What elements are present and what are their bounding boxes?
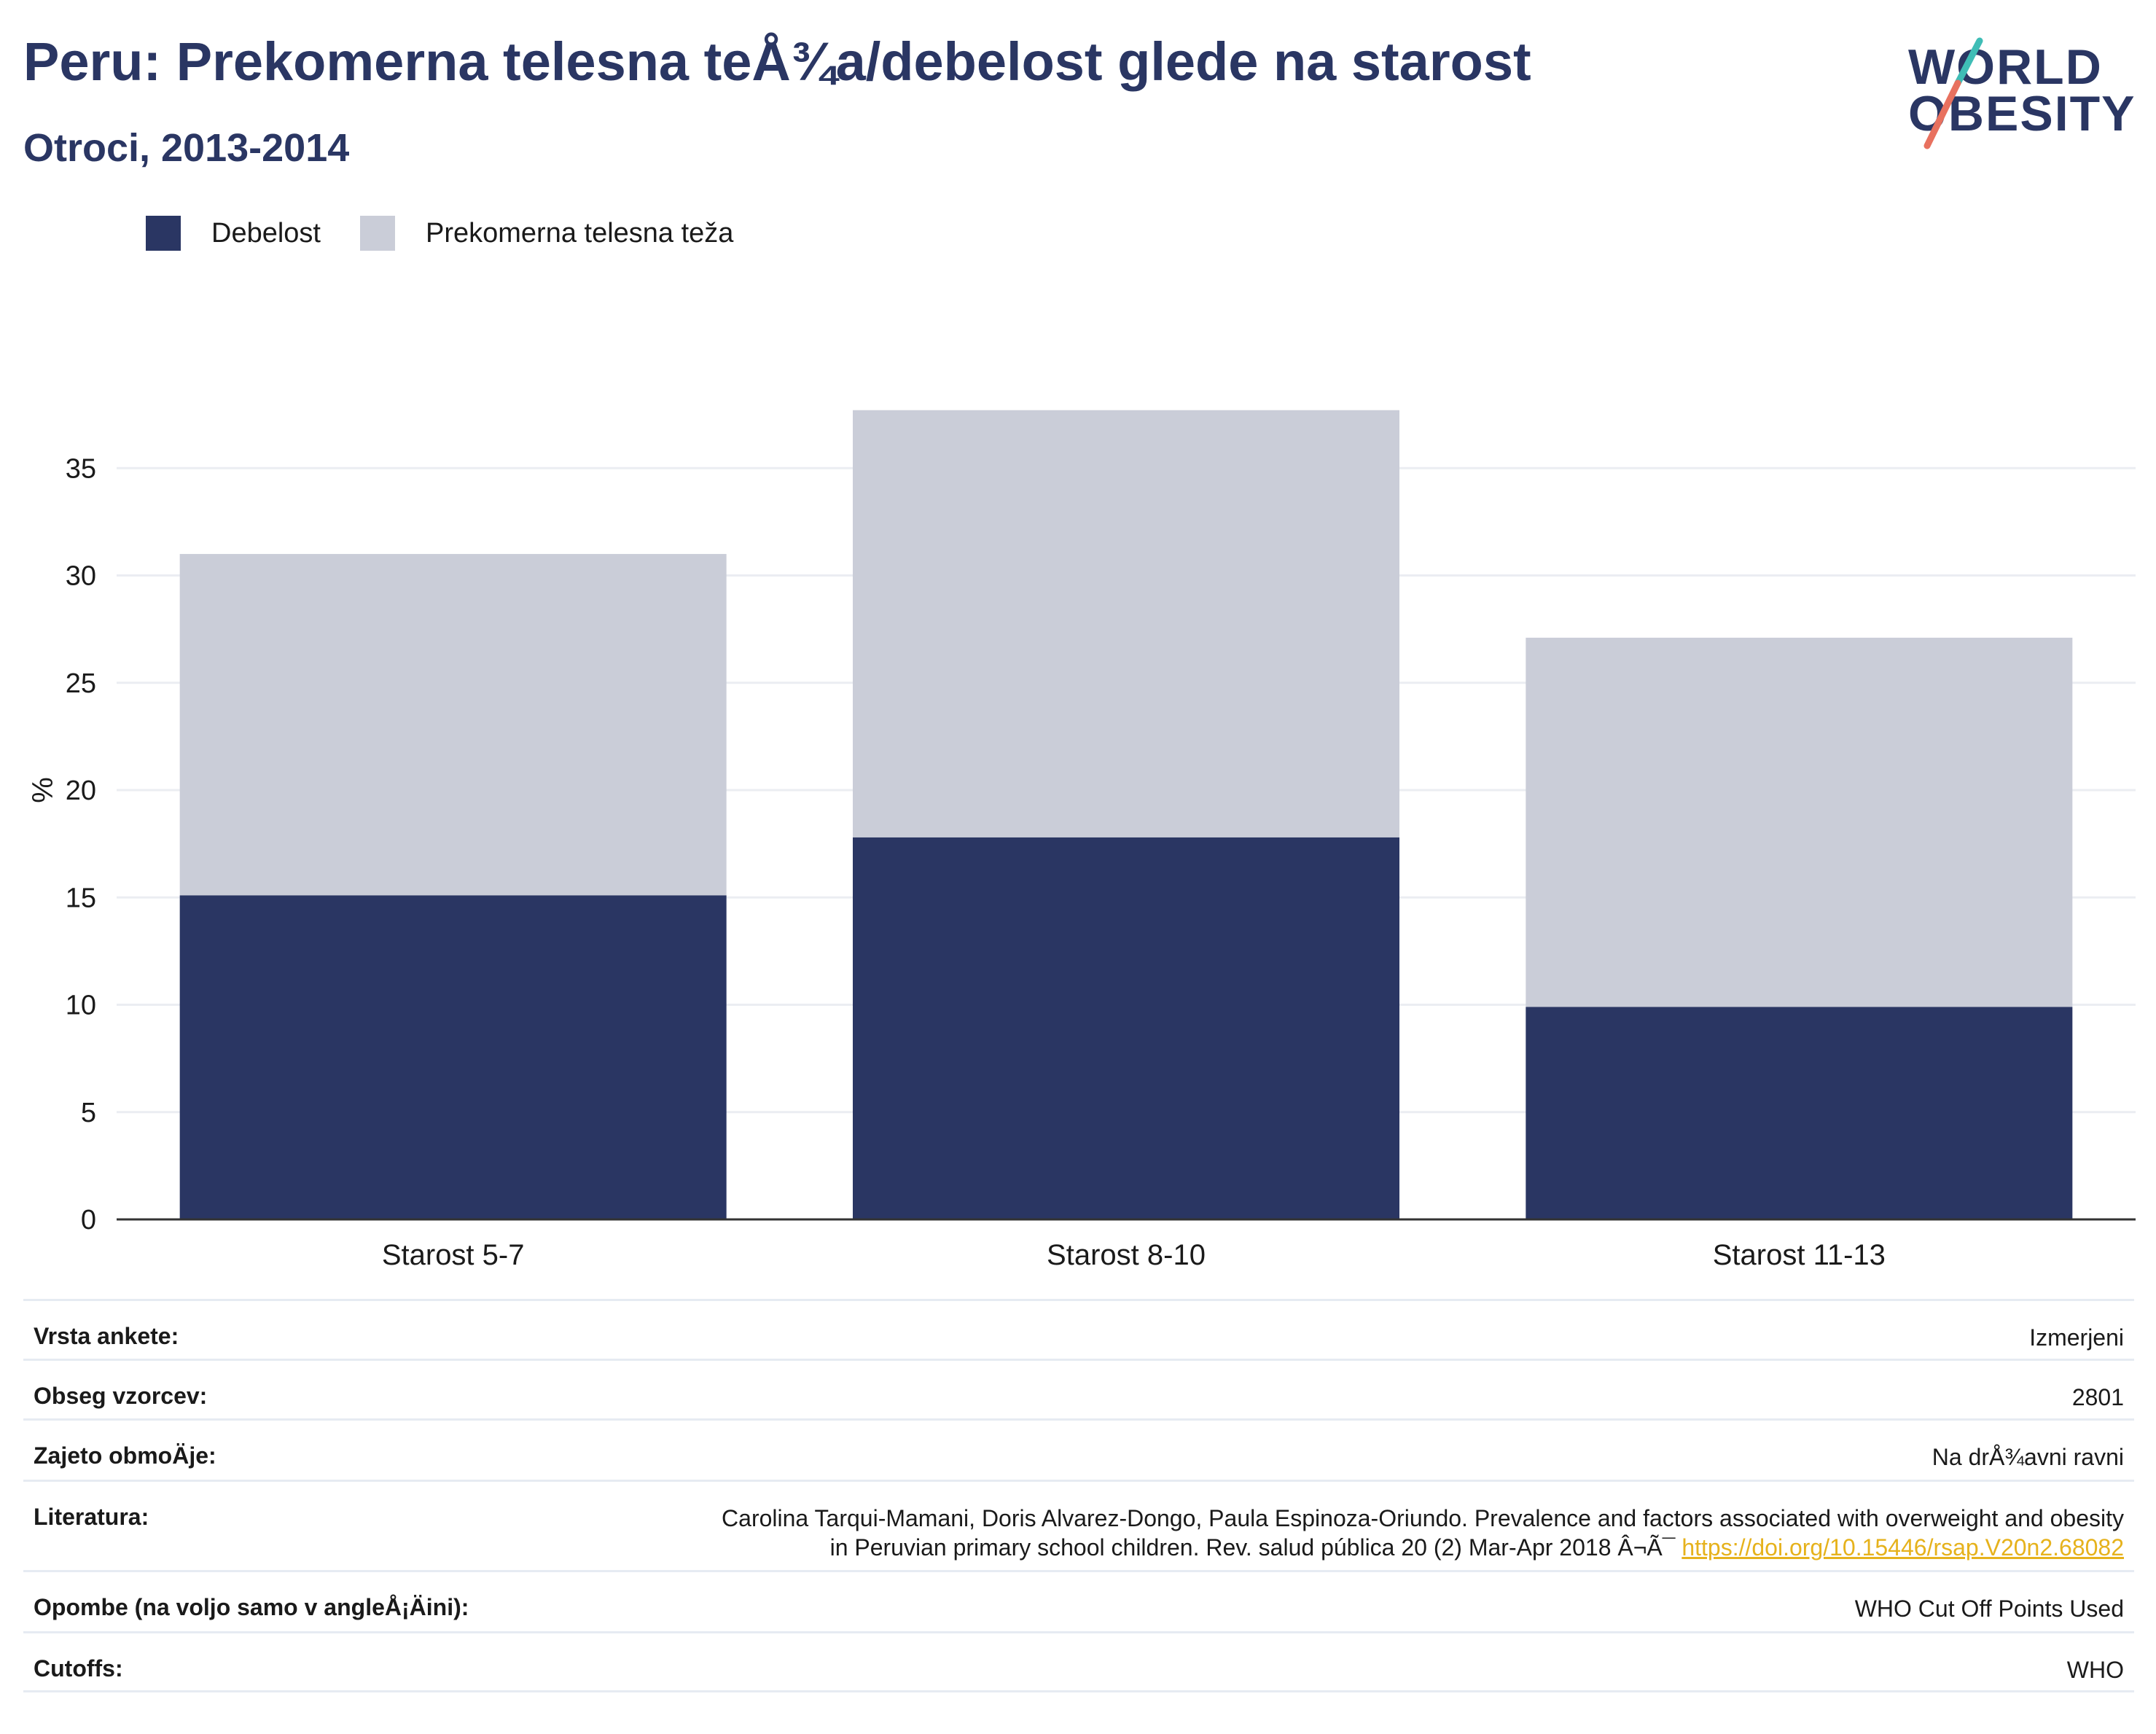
bar-debelost-3 xyxy=(1526,1007,2073,1219)
bar-prekomerna-3 xyxy=(1526,637,2073,1007)
y-tick-label: 15 xyxy=(66,883,96,913)
x-tick-label: Starost 11-13 xyxy=(1713,1239,1886,1271)
y-tick-label: 5 xyxy=(81,1098,96,1128)
logo-line-1: WORLD xyxy=(1908,39,2103,95)
y-tick-label: 30 xyxy=(66,561,96,592)
meta-row-sample-size: Obseg vzorcev: 2801 xyxy=(23,1359,2134,1418)
legend-swatch-debelost xyxy=(146,216,181,251)
doi-link[interactable]: https://doi.org/10.15446/rsap.V20n2.6808… xyxy=(1682,1534,2124,1561)
meta-key: Literatura: xyxy=(34,1504,149,1530)
meta-value: 2801 xyxy=(2071,1384,2124,1410)
meta-row-cutoffs: Cutoffs: WHO xyxy=(23,1631,2134,1692)
y-tick-label: 20 xyxy=(66,776,96,806)
y-tick-label: 25 xyxy=(66,668,96,699)
meta-value: WHO xyxy=(2066,1657,2124,1683)
meta-key: Cutoffs: xyxy=(34,1655,123,1682)
meta-row-coverage: Zajeto obmoÄje: Na drÅ¾avni ravni xyxy=(23,1418,2134,1480)
meta-value: Carolina Tarqui-Mamani, Doris Alvarez-Do… xyxy=(722,1504,2124,1562)
x-tick-label: Starost 5-7 xyxy=(382,1239,525,1271)
meta-key: Zajeto obmoÄje: xyxy=(34,1442,216,1469)
world-obesity-logo: WORLD OBESITY xyxy=(1895,36,2143,160)
y-tick-label: 0 xyxy=(81,1205,96,1235)
chart-subtitle: Otroci, 2013-2014 xyxy=(23,126,350,170)
x-tick-label: Starost 8-10 xyxy=(1047,1239,1206,1271)
meta-key: Vrsta ankete: xyxy=(34,1323,179,1349)
y-tick-label: 10 xyxy=(66,991,96,1021)
bar-debelost-1 xyxy=(179,895,727,1219)
meta-key: Obseg vzorcev: xyxy=(34,1383,208,1409)
survey-info-table: Vrsta ankete: Izmerjeni Obseg vzorcev: 2… xyxy=(23,1299,2134,1692)
bar-debelost-2 xyxy=(853,837,1399,1219)
y-tick-label: 35 xyxy=(66,453,96,484)
chart-legend: Debelost Prekomerna telesna teža xyxy=(146,216,773,251)
meta-row-survey-type: Vrsta ankete: Izmerjeni xyxy=(23,1299,2134,1359)
meta-value: Izmerjeni xyxy=(2029,1324,2124,1351)
literature-line-2: in Peruvian primary school children. Rev… xyxy=(829,1534,1676,1561)
meta-key: Opombe (na voljo samo v angleÅ¡Äini): xyxy=(34,1594,469,1620)
legend-label-prekomerna: Prekomerna telesna teža xyxy=(425,217,734,249)
bar-prekomerna-2 xyxy=(853,410,1399,837)
chart-title: Peru: Prekomerna telesna teÅ¾a/debelost … xyxy=(23,31,1531,92)
bar-prekomerna-1 xyxy=(179,554,727,896)
meta-row-notes: Opombe (na voljo samo v angleÅ¡Äini): WH… xyxy=(23,1570,2134,1631)
meta-row-literature: Literatura: Carolina Tarqui-Mamani, Dori… xyxy=(23,1480,2134,1570)
literature-line-1: Carolina Tarqui-Mamani, Doris Alvarez-Do… xyxy=(722,1505,2124,1531)
legend-swatch-prekomerna xyxy=(359,216,395,251)
meta-value: WHO Cut Off Points Used xyxy=(1854,1596,2124,1622)
meta-value: Na drÅ¾avni ravni xyxy=(1932,1444,2124,1470)
legend-label-debelost: Debelost xyxy=(211,217,321,249)
logo-slash-icon xyxy=(1923,37,1983,149)
y-axis-label: % xyxy=(27,777,59,803)
stacked-bar-chart: 0 5 10 15 20 25 30 35% Starost 5-7 Starost 8-10 St… xyxy=(27,410,2136,1271)
